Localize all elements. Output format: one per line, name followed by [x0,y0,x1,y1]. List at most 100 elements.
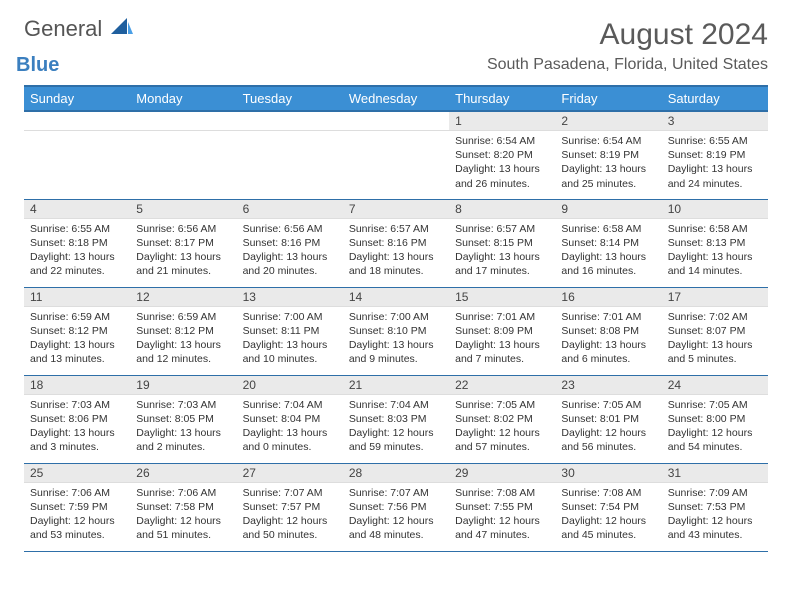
day-number-empty [130,112,236,131]
day-body: Sunrise: 6:55 AMSunset: 8:19 PMDaylight:… [662,131,768,195]
sunset-line: Sunset: 8:16 PM [243,237,321,249]
day-body: Sunrise: 6:57 AMSunset: 8:16 PMDaylight:… [343,219,449,283]
sunset-line: Sunset: 7:58 PM [136,501,214,513]
daylight-line: Daylight: 12 hours and 43 minutes. [668,515,753,541]
sunrise-line: Sunrise: 6:56 AM [243,223,323,235]
calendar-day-cell: 12Sunrise: 6:59 AMSunset: 8:12 PMDayligh… [130,287,236,375]
brand-word-blue: Blue [16,55,133,75]
calendar-head: SundayMondayTuesdayWednesdayThursdayFrid… [24,86,768,111]
calendar-day-cell: 23Sunrise: 7:05 AMSunset: 8:01 PMDayligh… [555,375,661,463]
day-body: Sunrise: 7:05 AMSunset: 8:02 PMDaylight:… [449,395,555,459]
day-number: 1 [449,112,555,131]
day-body: Sunrise: 6:57 AMSunset: 8:15 PMDaylight:… [449,219,555,283]
sunrise-line: Sunrise: 6:55 AM [668,135,748,147]
weekday-header: Friday [555,86,661,111]
sunrise-line: Sunrise: 7:08 AM [561,487,641,499]
calendar-week: 18Sunrise: 7:03 AMSunset: 8:06 PMDayligh… [24,375,768,463]
daylight-line: Daylight: 13 hours and 0 minutes. [243,427,328,453]
sunrise-line: Sunrise: 6:58 AM [668,223,748,235]
day-body: Sunrise: 6:59 AMSunset: 8:12 PMDaylight:… [130,307,236,371]
day-number: 14 [343,288,449,307]
day-body: Sunrise: 7:06 AMSunset: 7:59 PMDaylight:… [24,483,130,547]
weekday-header: Monday [130,86,236,111]
day-number: 18 [24,376,130,395]
daylight-line: Daylight: 12 hours and 47 minutes. [455,515,540,541]
sunset-line: Sunset: 8:19 PM [561,149,639,161]
sunset-line: Sunset: 8:12 PM [30,325,108,337]
sunset-line: Sunset: 8:16 PM [349,237,427,249]
day-number: 21 [343,376,449,395]
daylight-line: Daylight: 13 hours and 18 minutes. [349,251,434,277]
calendar-week: 25Sunrise: 7:06 AMSunset: 7:59 PMDayligh… [24,463,768,551]
day-number: 22 [449,376,555,395]
daylight-line: Daylight: 13 hours and 3 minutes. [30,427,115,453]
calendar-day-cell: 27Sunrise: 7:07 AMSunset: 7:57 PMDayligh… [237,463,343,551]
day-body: Sunrise: 6:58 AMSunset: 8:13 PMDaylight:… [662,219,768,283]
weekday-header: Saturday [662,86,768,111]
sunrise-line: Sunrise: 7:03 AM [30,399,110,411]
day-number: 17 [662,288,768,307]
calendar-day-cell: 31Sunrise: 7:09 AMSunset: 7:53 PMDayligh… [662,463,768,551]
calendar-day-cell: 7Sunrise: 6:57 AMSunset: 8:16 PMDaylight… [343,199,449,287]
sunrise-line: Sunrise: 7:04 AM [349,399,429,411]
day-body: Sunrise: 7:03 AMSunset: 8:06 PMDaylight:… [24,395,130,459]
calendar-day-cell: 15Sunrise: 7:01 AMSunset: 8:09 PMDayligh… [449,287,555,375]
location-text: South Pasadena, Florida, United States [487,56,768,74]
month-title: August 2024 [487,18,768,52]
sunrise-line: Sunrise: 6:55 AM [30,223,110,235]
day-body: Sunrise: 6:54 AMSunset: 8:20 PMDaylight:… [449,131,555,195]
calendar-day-cell: 5Sunrise: 6:56 AMSunset: 8:17 PMDaylight… [130,199,236,287]
daylight-line: Daylight: 13 hours and 20 minutes. [243,251,328,277]
day-number: 30 [555,464,661,483]
sunset-line: Sunset: 8:10 PM [349,325,427,337]
calendar-day-cell [130,111,236,199]
calendar-day-cell: 30Sunrise: 7:08 AMSunset: 7:54 PMDayligh… [555,463,661,551]
daylight-line: Daylight: 13 hours and 10 minutes. [243,339,328,365]
sunset-line: Sunset: 8:14 PM [561,237,639,249]
day-body: Sunrise: 6:56 AM Sunset: 8:16 PM Daylight:… [237,219,343,283]
daylight-line: Daylight: 13 hours and 6 minutes. [561,339,646,365]
sunset-line: Sunset: 8:15 PM [455,237,533,249]
sunrise-line: Sunrise: 6:54 AM [561,135,641,147]
day-number: 28 [343,464,449,483]
calendar-day-cell: 20Sunrise: 7:04 AMSunset: 8:04 PMDayligh… [237,375,343,463]
daylight-line: Daylight: 13 hours and 21 minutes. [136,251,221,277]
day-body: Sunrise: 7:05 AMSunset: 8:01 PMDaylight:… [555,395,661,459]
sunrise-line: Sunrise: 7:05 AM [455,399,535,411]
day-body: Sunrise: 7:05 AMSunset: 8:00 PMDaylight:… [662,395,768,459]
day-number: 9 [555,200,661,219]
sunset-line: Sunset: 8:12 PM [136,325,214,337]
daylight-line: Daylight: 13 hours and 7 minutes. [455,339,540,365]
sunrise-line: Sunrise: 7:05 AM [561,399,641,411]
sunrise-line: Sunrise: 6:56 AM [136,223,216,235]
calendar-day-cell: 29Sunrise: 7:08 AMSunset: 7:55 PMDayligh… [449,463,555,551]
calendar-day-cell: 16Sunrise: 7:01 AMSunset: 8:08 PMDayligh… [555,287,661,375]
calendar-day-cell: 9Sunrise: 6:58 AMSunset: 8:14 PMDaylight… [555,199,661,287]
day-body: Sunrise: 7:08 AMSunset: 7:55 PMDaylight:… [449,483,555,547]
title-block: August 2024 South Pasadena, Florida, Uni… [487,18,768,74]
day-body-empty [24,131,130,138]
calendar-day-cell: 4Sunrise: 6:55 AMSunset: 8:18 PMDaylight… [24,199,130,287]
daylight-line: Daylight: 13 hours and 9 minutes. [349,339,434,365]
sunrise-line: Sunrise: 7:00 AM [243,311,323,323]
day-body-empty [237,131,343,138]
calendar-day-cell: 17Sunrise: 7:02 AMSunset: 8:07 PMDayligh… [662,287,768,375]
calendar-day-cell: 18Sunrise: 7:03 AMSunset: 8:06 PMDayligh… [24,375,130,463]
sunrise-line: Sunrise: 7:00 AM [349,311,429,323]
day-number: 15 [449,288,555,307]
daylight-line: Daylight: 12 hours and 48 minutes. [349,515,434,541]
calendar-week: 4Sunrise: 6:55 AMSunset: 8:18 PMDaylight… [24,199,768,287]
daylight-line: Daylight: 12 hours and 53 minutes. [30,515,115,541]
calendar-day-cell: 6Sunrise: 6:56 AMSunset: 8:16 PMDaylight… [237,199,343,287]
sunset-line: Sunset: 8:07 PM [668,325,746,337]
brand-word-general: General [24,16,102,41]
sunset-line: Sunset: 8:09 PM [455,325,533,337]
sunrise-line: Sunrise: 6:59 AM [30,311,110,323]
day-number: 19 [130,376,236,395]
sunset-line: Sunset: 8:11 PM [243,325,320,337]
sunrise-line: Sunrise: 6:58 AM [561,223,641,235]
sunset-line: Sunset: 7:53 PM [668,501,746,513]
daylight-line: Daylight: 13 hours and 17 minutes. [455,251,540,277]
sunset-line: Sunset: 8:17 PM [136,237,214,249]
sail-icon [111,18,133,41]
